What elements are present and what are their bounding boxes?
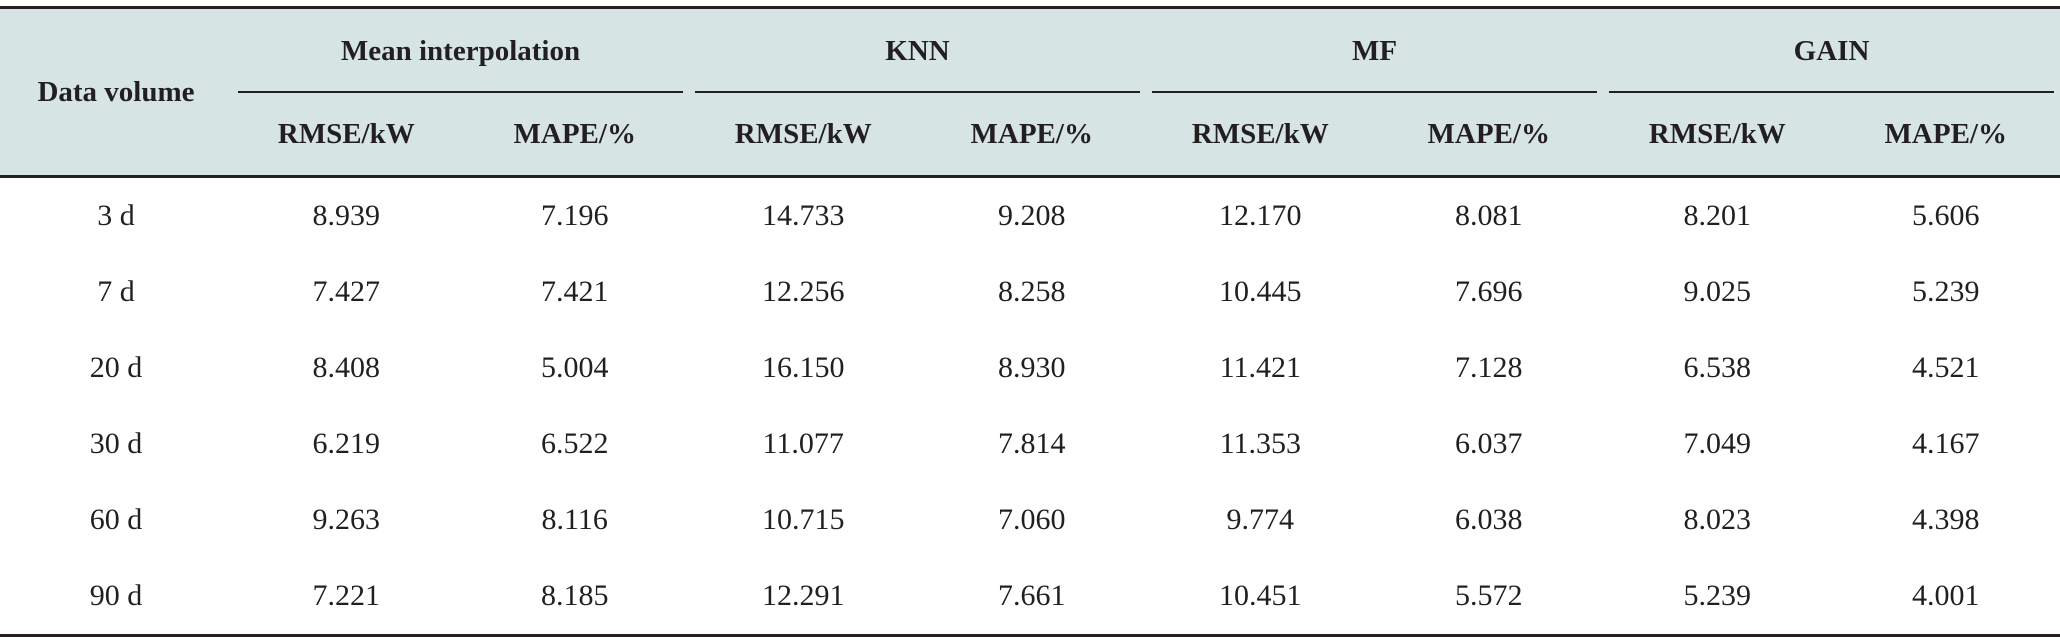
value-cell: 6.037 <box>1455 427 1523 460</box>
group-label: GAIN <box>1603 9 2060 93</box>
table-row: 90 d 7.221 8.185 12.291 7.661 10.451 5.572 5.23… <box>0 558 2060 637</box>
value-cell: 12.256 <box>762 275 845 308</box>
value-cell: 6.219 <box>312 427 381 460</box>
value-cell: 5.606 <box>1831 175 2060 254</box>
value-cell: 8.939 <box>232 175 461 254</box>
value-cell: 5.572 <box>1374 558 1604 637</box>
metric-header-row: RMSE/kW MAPE/% RMSE/kW MAPE/% RMSE/kW MA… <box>0 93 2060 177</box>
value-cell: 9.774 <box>1226 503 1295 536</box>
value-cell: 12.291 <box>689 558 918 637</box>
data-volume-cell: 60 d <box>89 503 143 536</box>
value-cell: 12.170 <box>1146 175 1375 254</box>
value-cell: 4.001 <box>1831 558 2060 637</box>
value-cell: 9.025 <box>1683 275 1752 308</box>
data-volume-cell: 20 d <box>89 351 143 384</box>
metric-header: MAPE/% <box>917 93 1147 177</box>
value-cell: 6.038 <box>1455 503 1523 536</box>
group-header-mf: MF <box>1146 6 1604 93</box>
value-cell: 8.116 <box>541 503 608 536</box>
value-cell: 8.081 <box>1374 175 1604 254</box>
value-cell: 7.421 <box>541 275 609 308</box>
metric-header: RMSE/kW <box>1146 93 1375 177</box>
value-cell: 4.167 <box>1912 427 1980 460</box>
value-cell: 7.661 <box>917 558 1147 637</box>
value-cell: 11.077 <box>762 427 844 460</box>
table-row: 60 d 9.263 8.116 10.715 7.060 9.774 6.038 8.023… <box>0 482 2060 558</box>
value-cell: 10.445 <box>1219 275 1302 308</box>
metric-header: MAPE/% <box>1374 93 1604 177</box>
metric-header: RMSE/kW <box>1603 93 1832 177</box>
metric-header: MAPE/% <box>460 93 689 177</box>
value-cell: 10.451 <box>1146 558 1375 637</box>
group-header-knn: KNN <box>689 6 1147 93</box>
group-label: KNN <box>689 9 1146 93</box>
table-row: 30 d 6.219 6.522 11.077 7.814 11.353 6.037 7.04… <box>0 406 2060 482</box>
results-table: Data volume Mean interpolation KNN MF GA… <box>0 6 2060 637</box>
metric-header: RMSE/kW <box>689 93 918 177</box>
value-cell: 7.221 <box>232 558 461 637</box>
metric-header: MAPE/% <box>1831 93 2060 177</box>
value-cell: 4.398 <box>1912 503 1980 536</box>
value-cell: 8.258 <box>998 275 1066 308</box>
value-cell: 14.733 <box>689 175 918 254</box>
value-cell: 4.521 <box>1912 351 1980 384</box>
value-cell: 5.004 <box>541 351 609 384</box>
table-body: 3 d 8.939 7.196 14.733 9.208 12.170 8.081 8.201… <box>0 175 2060 637</box>
value-cell: 7.814 <box>998 427 1066 460</box>
group-header-row: Data volume Mean interpolation KNN MF GA… <box>0 6 2060 177</box>
table-row: 3 d 8.939 7.196 14.733 9.208 12.170 8.081 8.201… <box>0 175 2060 254</box>
value-cell: 16.150 <box>762 351 845 384</box>
table-row: 7 d 7.427 7.421 12.256 8.258 10.445 7.696 9.025… <box>0 254 2060 330</box>
data-volume-cell: 30 d <box>89 427 143 460</box>
table-row: 20 d 8.408 5.004 16.150 8.930 11.421 7.128 6.53… <box>0 330 2060 406</box>
value-cell: 10.715 <box>762 503 845 536</box>
group-header-mean-interpolation: Mean interpolation <box>232 6 689 93</box>
value-cell: 7.696 <box>1455 275 1523 308</box>
value-cell: 7.060 <box>998 503 1066 536</box>
metric-header: RMSE/kW <box>232 93 461 177</box>
data-volume-header: Data volume <box>0 6 232 177</box>
value-cell: 6.522 <box>541 427 609 460</box>
value-cell: 7.128 <box>1455 351 1523 384</box>
value-cell: 8.023 <box>1683 503 1752 536</box>
value-cell: 7.196 <box>460 175 689 254</box>
value-cell: 8.201 <box>1603 175 1832 254</box>
value-cell: 7.049 <box>1683 427 1752 460</box>
group-label: Mean interpolation <box>232 9 689 93</box>
value-cell: 9.263 <box>312 503 381 536</box>
value-cell: 11.353 <box>1219 427 1301 460</box>
value-cell: 6.538 <box>1683 351 1752 384</box>
value-cell: 8.185 <box>460 558 689 637</box>
value-cell: 7.427 <box>312 275 381 308</box>
data-volume-cell: 7 d <box>97 275 135 308</box>
value-cell: 9.208 <box>917 175 1147 254</box>
value-cell: 11.421 <box>1219 351 1301 384</box>
value-cell: 8.408 <box>312 351 381 384</box>
data-volume-cell: 3 d <box>0 175 232 254</box>
value-cell: 5.239 <box>1912 275 1980 308</box>
value-cell: 5.239 <box>1603 558 1832 637</box>
group-label: MF <box>1146 9 1603 93</box>
value-cell: 8.930 <box>998 351 1066 384</box>
data-volume-cell: 90 d <box>0 558 232 637</box>
group-header-gain: GAIN <box>1603 6 2060 93</box>
